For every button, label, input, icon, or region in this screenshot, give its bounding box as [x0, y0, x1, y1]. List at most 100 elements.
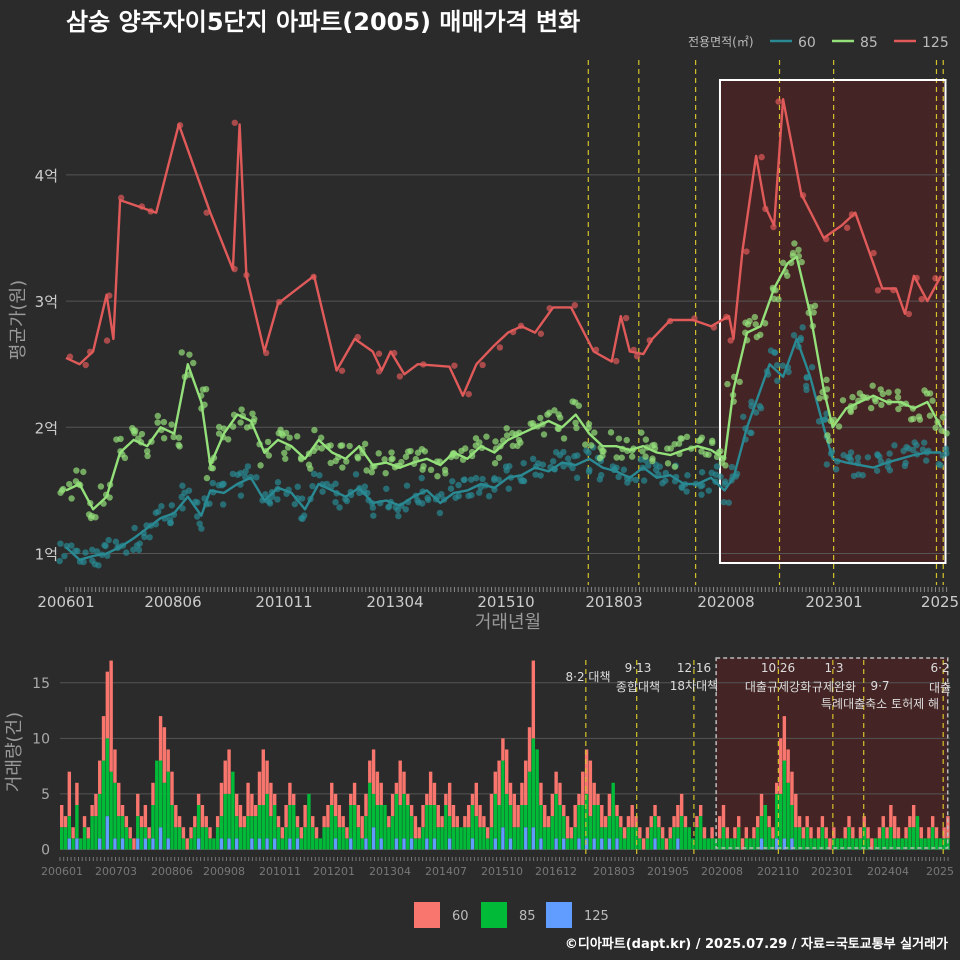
data-point [649, 457, 656, 465]
volume-bar [105, 671, 110, 739]
annotation-date: 9·7 [870, 679, 889, 693]
data-point [600, 448, 607, 455]
annotation-text: 종합대책 [616, 679, 660, 694]
volume-bar [676, 838, 680, 850]
volume-bar [265, 838, 269, 850]
volume-bar [440, 827, 444, 850]
data-point [846, 453, 853, 461]
volume-bar [261, 805, 265, 850]
volume-bar [231, 771, 235, 850]
volume-bar [280, 827, 285, 839]
volume-bar [801, 827, 806, 839]
volume-bar [474, 816, 478, 850]
volume-bar [447, 838, 452, 850]
volume-bar [151, 805, 155, 839]
volume-bar [63, 816, 68, 828]
volume-bar [790, 838, 794, 850]
volume-bar [295, 838, 300, 850]
data-point [752, 409, 760, 416]
data-point [910, 415, 917, 423]
volume-bar [505, 793, 509, 850]
volume-bar [706, 838, 710, 850]
data-point [748, 429, 755, 437]
volume-bar [444, 805, 448, 850]
data-point [757, 405, 765, 412]
data-point [336, 504, 343, 511]
volume-bar [649, 827, 653, 850]
data-point [870, 249, 877, 257]
annotation-date: 10·26 [761, 661, 795, 675]
volume-bar [676, 827, 680, 839]
volume-bar [752, 838, 756, 850]
data-point [518, 477, 525, 485]
data-point [874, 287, 882, 294]
volume-bar [413, 816, 418, 839]
annotation-text: 규제완화 [812, 680, 856, 694]
volume-bar [109, 771, 113, 850]
data-point [424, 494, 431, 502]
data-point [160, 434, 168, 442]
data-point [231, 119, 238, 126]
volume-bar [626, 816, 631, 828]
series-85 [57, 240, 950, 522]
vol-x-tick-label: 200703 [95, 865, 137, 878]
data-point [891, 442, 898, 449]
data-point [80, 558, 87, 566]
data-point [491, 460, 499, 467]
volume-bar [683, 816, 688, 828]
data-point [419, 500, 426, 507]
data-point [697, 436, 704, 444]
data-point [779, 259, 787, 267]
vol-x-tick-label: 202404 [867, 865, 909, 878]
volume-bar [641, 838, 646, 850]
data-point [905, 445, 912, 452]
legend-label-60: 60 [452, 909, 469, 924]
data-point [503, 432, 511, 439]
data-point [68, 495, 75, 502]
y-axis-label: 평균가(원) [8, 280, 29, 360]
volume-bar [558, 782, 562, 805]
data-point [101, 542, 108, 549]
data-point [281, 449, 288, 457]
volume-bar [318, 838, 323, 850]
data-point [103, 337, 111, 344]
volume-bar [573, 805, 577, 828]
data-point [789, 249, 797, 257]
data-point [506, 463, 513, 470]
volume-bar [284, 805, 288, 828]
data-point [123, 549, 130, 556]
data-point [395, 512, 402, 520]
data-point [520, 459, 527, 467]
volume-bar [341, 827, 345, 850]
volume-bar [801, 838, 806, 850]
volume-bar [660, 827, 665, 839]
data-point [744, 321, 752, 328]
volume-bar [756, 827, 760, 850]
volume-bar [881, 827, 885, 850]
data-point [832, 466, 840, 473]
volume-bar [607, 816, 612, 839]
data-point [867, 404, 875, 412]
volume-bar [151, 838, 155, 850]
data-point [253, 474, 260, 481]
volume-bar [695, 827, 699, 850]
data-point [779, 362, 786, 369]
data-point [66, 480, 73, 488]
volume-bar [375, 805, 380, 850]
volume-bar [520, 782, 524, 805]
data-point [449, 478, 456, 485]
volume-bar [246, 782, 250, 817]
price-panel: 1억 2억 3억 4억 200601 200806 201011 201304 201510 20… [8, 60, 959, 633]
volume-bar [524, 760, 528, 805]
data-point [697, 483, 704, 490]
volume-bar [185, 838, 189, 850]
volume-bar [717, 816, 722, 839]
data-point [363, 467, 370, 474]
volume-bar [911, 805, 916, 828]
data-point [178, 349, 185, 356]
volume-panel: 0 5 10 15 8·2 대책 9·13 종합대책 12·16 18차대책 10·26 대출규제강… [4, 657, 954, 878]
volume-bar [717, 838, 722, 850]
vol-highlight-border [715, 657, 949, 849]
volume-bar [539, 838, 543, 850]
data-point [613, 357, 620, 365]
